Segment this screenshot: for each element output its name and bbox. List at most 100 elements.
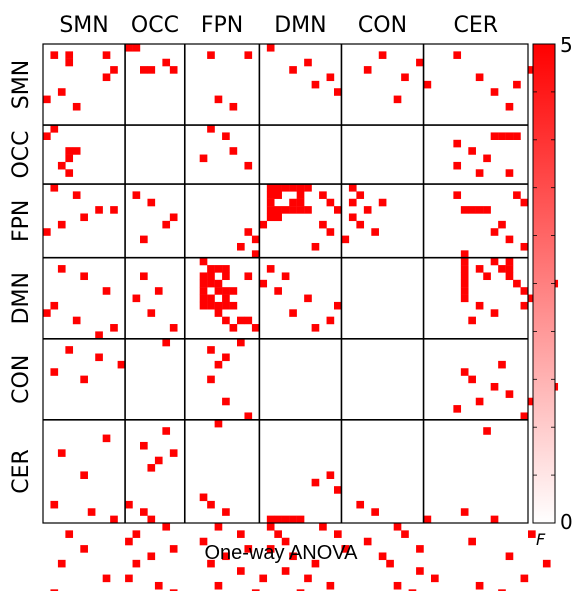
- column-label-dmn: DMN: [274, 13, 326, 38]
- heatmap-cell: [222, 272, 230, 281]
- heatmap-cell: [132, 530, 141, 538]
- heatmap-cell: [274, 213, 282, 222]
- heatmap-cell: [319, 191, 327, 199]
- heatmap-cell: [304, 294, 312, 303]
- heatmap-cell: [274, 206, 282, 214]
- heatmap-cell: [207, 346, 215, 354]
- heatmap-cell: [341, 545, 350, 553]
- heatmap-cell: [334, 486, 342, 494]
- heatmap-cell: [199, 257, 208, 266]
- heatmap-cell: [289, 206, 297, 214]
- heatmap-cell: [423, 515, 432, 524]
- heatmap-cell: [222, 294, 230, 303]
- heatmap-cell: [207, 500, 215, 509]
- heatmap-cell: [162, 523, 171, 531]
- heatmap-cell: [162, 338, 171, 347]
- heatmap-cell: [147, 198, 156, 207]
- heatmap-cell: [199, 279, 208, 288]
- heatmap-cell: [296, 184, 305, 192]
- heatmap-cell: [289, 515, 297, 524]
- heatmap-cell: [214, 301, 223, 310]
- heatmap-cell: [416, 567, 424, 575]
- heatmap-cell: [207, 301, 215, 310]
- heatmap-cell: [498, 360, 506, 369]
- heatmap-cell: [326, 581, 335, 590]
- heatmap-cell: [222, 508, 230, 516]
- x-axis-title: One-way ANOVA: [204, 542, 358, 564]
- heatmap-cell: [453, 161, 462, 170]
- heatmap-cell: [348, 198, 357, 207]
- heatmap-cell: [80, 375, 88, 384]
- heatmap-cell: [363, 537, 372, 546]
- heatmap-cell: [326, 316, 335, 325]
- heatmap-cell: [542, 559, 551, 568]
- heatmap-cell: [50, 589, 59, 591]
- heatmap-cell: [326, 228, 335, 236]
- heatmap-cell: [102, 51, 111, 59]
- heatmap-cell: [251, 324, 260, 332]
- heatmap-cell: [274, 515, 282, 524]
- heatmap-cell: [528, 294, 536, 303]
- heatmap-cell: [222, 353, 230, 362]
- heatmap-cell: [199, 493, 208, 502]
- heatmap-cell: [416, 545, 424, 553]
- heatmap-cell: [147, 515, 156, 524]
- heatmap-cell: [169, 545, 178, 553]
- heatmap-cell: [57, 220, 66, 229]
- heatmap-cell: [43, 132, 51, 140]
- heatmap-cell: [214, 419, 223, 428]
- heatmap-cell: [393, 95, 402, 104]
- row-network-labels: SMN OCC FPN DMN CON CER: [9, 60, 34, 494]
- heatmap-cell: [520, 287, 529, 295]
- heatmap-cell: [222, 552, 230, 561]
- heatmap-cell: [214, 360, 223, 369]
- heatmap-cell: [229, 287, 238, 295]
- heatmap-cell: [222, 287, 230, 295]
- heatmap-cell: [505, 265, 514, 273]
- heatmap-cell: [490, 257, 499, 266]
- heatmap-cell: [371, 228, 379, 236]
- heatmap-cell: [296, 515, 305, 524]
- heatmap-cell: [281, 537, 290, 546]
- heatmap-cell: [274, 191, 282, 199]
- colorbar: 5 0 F: [532, 33, 573, 549]
- heatmap-cell: [460, 279, 469, 288]
- heatmap-cell: [102, 287, 111, 295]
- heatmap-cell: [266, 545, 275, 553]
- heatmap-cell: [468, 147, 476, 155]
- heatmap-cell: [199, 154, 208, 163]
- heatmap-cell: [110, 324, 118, 332]
- heatmap-cell: [505, 235, 514, 244]
- heatmap-cell: [125, 500, 133, 509]
- heatmap-cell: [498, 265, 506, 273]
- heatmap-cell: [199, 301, 208, 310]
- heatmap-cell: [244, 51, 253, 59]
- heatmap-cell: [207, 272, 215, 281]
- heatmap-cell: [304, 574, 312, 583]
- column-label-con: CON: [358, 13, 407, 38]
- heatmap-cell: [251, 250, 260, 258]
- heatmap-cell: [169, 589, 178, 591]
- heatmap-cell: [125, 537, 133, 546]
- row-label-con: CON: [9, 355, 34, 404]
- heatmap-cell: [110, 515, 118, 524]
- heatmap-cell: [453, 191, 462, 199]
- heatmap-cell: [289, 66, 297, 74]
- heatmap-cell: [326, 471, 335, 479]
- heatmap-cell: [296, 589, 305, 591]
- heatmap-cell: [43, 228, 51, 236]
- heatmap-cell: [222, 397, 230, 406]
- heatmap-cell: [490, 309, 499, 317]
- heatmap-cell: [378, 198, 387, 207]
- heatmap-cell: [147, 464, 156, 472]
- heatmap-cell: [334, 88, 342, 96]
- heatmap-cell: [475, 206, 484, 214]
- heatmap-cell: [80, 213, 88, 222]
- heatmap-cell: [520, 574, 529, 583]
- heatmap-cell: [311, 559, 320, 568]
- heatmap-cell: [65, 346, 74, 354]
- heatmap-cell: [520, 198, 529, 207]
- heatmap-cell: [43, 95, 51, 104]
- heatmap-cell: [229, 102, 238, 111]
